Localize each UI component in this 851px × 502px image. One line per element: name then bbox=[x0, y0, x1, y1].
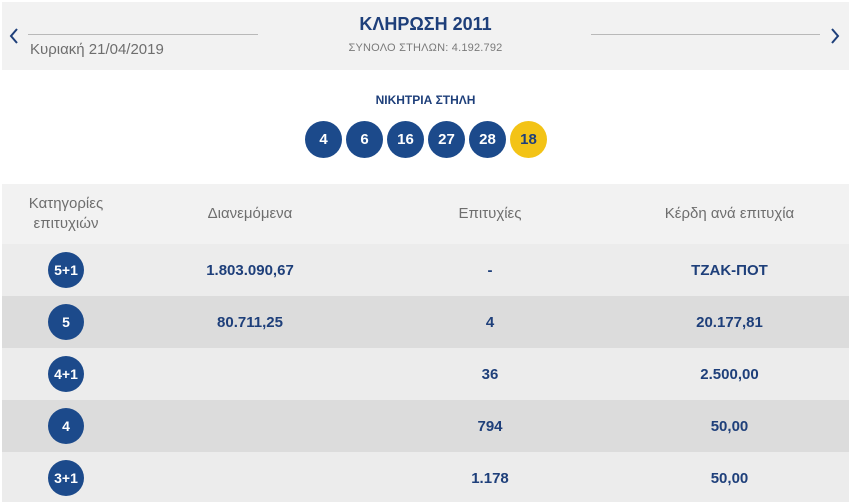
winning-number-ball: 28 bbox=[469, 121, 506, 158]
header-distributed: Διανεμόμενα bbox=[207, 205, 293, 222]
prize-cell: 50,00 bbox=[710, 417, 749, 435]
joker-number-ball: 18 bbox=[510, 121, 547, 158]
table-row: 4+1 36 2.500,00 bbox=[2, 348, 849, 400]
draw-header: Κυριακή 21/04/2019 ΚΛΗΡΩΣΗ 2011 ΣΥΝΟΛΟ Σ… bbox=[2, 2, 849, 70]
distributed-cell: 80.711,25 bbox=[217, 313, 283, 331]
winners-cell: 794 bbox=[477, 417, 503, 435]
distributed-cell bbox=[130, 348, 370, 400]
category-badge: 4 bbox=[48, 408, 84, 444]
winning-number-ball: 4 bbox=[305, 121, 342, 158]
table-row: 5+1 1.803.090,67 - ΤΖΑΚ-ΠΟΤ bbox=[2, 244, 849, 296]
header-divider-left bbox=[28, 34, 258, 35]
draw-date: Κυριακή 21/04/2019 bbox=[30, 41, 164, 58]
winning-column-title: ΝΙΚΗΤΡΙΑ ΣΤΗΛΗ bbox=[375, 93, 476, 107]
header-winners: Επιτυχίες bbox=[458, 205, 522, 222]
prize-cell: 2.500,00 bbox=[700, 365, 759, 383]
prize-cell: 20.177,81 bbox=[696, 313, 763, 331]
chevron-right-icon[interactable] bbox=[827, 24, 843, 48]
draw-title: ΚΛΗΡΩΣΗ 2011 bbox=[359, 14, 492, 34]
distributed-cell bbox=[130, 452, 370, 502]
category-badge: 4+1 bbox=[48, 356, 84, 392]
table-row: 4 794 50,00 bbox=[2, 400, 849, 452]
prize-table: Κατηγορίες επιτυχιών Διανεμόμενα Επιτυχί… bbox=[2, 184, 849, 502]
prize-cell: ΤΖΑΚ-ΠΟΤ bbox=[691, 261, 768, 279]
table-row: 5 80.711,25 4 20.177,81 bbox=[2, 296, 849, 348]
winners-cell: 1.178 bbox=[471, 469, 509, 487]
table-header: Κατηγορίες επιτυχιών Διανεμόμενα Επιτυχί… bbox=[2, 184, 849, 244]
distributed-cell: 1.803.090,67 bbox=[206, 261, 294, 279]
header-category-line1: Κατηγορίες bbox=[28, 195, 104, 212]
chevron-left-icon[interactable] bbox=[6, 24, 22, 48]
category-badge: 5 bbox=[48, 304, 84, 340]
total-columns: ΣΥΝΟΛΟ ΣΤΗΛΩΝ: 4.192.792 bbox=[348, 42, 503, 54]
winning-number-ball: 6 bbox=[346, 121, 383, 158]
winning-number-ball: 27 bbox=[428, 121, 465, 158]
winning-number-ball: 16 bbox=[387, 121, 424, 158]
category-badge: 5+1 bbox=[48, 252, 84, 288]
header-category-line2: επιτυχιών bbox=[33, 215, 99, 232]
winners-cell: 4 bbox=[485, 313, 495, 331]
winners-cell: - bbox=[487, 261, 493, 279]
header-prize: Κέρδη ανά επιτυχία bbox=[664, 205, 795, 222]
prize-cell: 50,00 bbox=[710, 469, 749, 487]
table-row: 3+1 1.178 50,00 bbox=[2, 452, 849, 502]
category-badge: 3+1 bbox=[48, 460, 84, 496]
header-divider-right bbox=[591, 34, 820, 35]
winners-cell: 36 bbox=[481, 365, 499, 383]
winning-numbers: 4 6 16 27 28 18 bbox=[305, 121, 551, 158]
distributed-cell bbox=[130, 400, 370, 452]
header-category: Κατηγορίες επιτυχιών bbox=[2, 184, 130, 244]
